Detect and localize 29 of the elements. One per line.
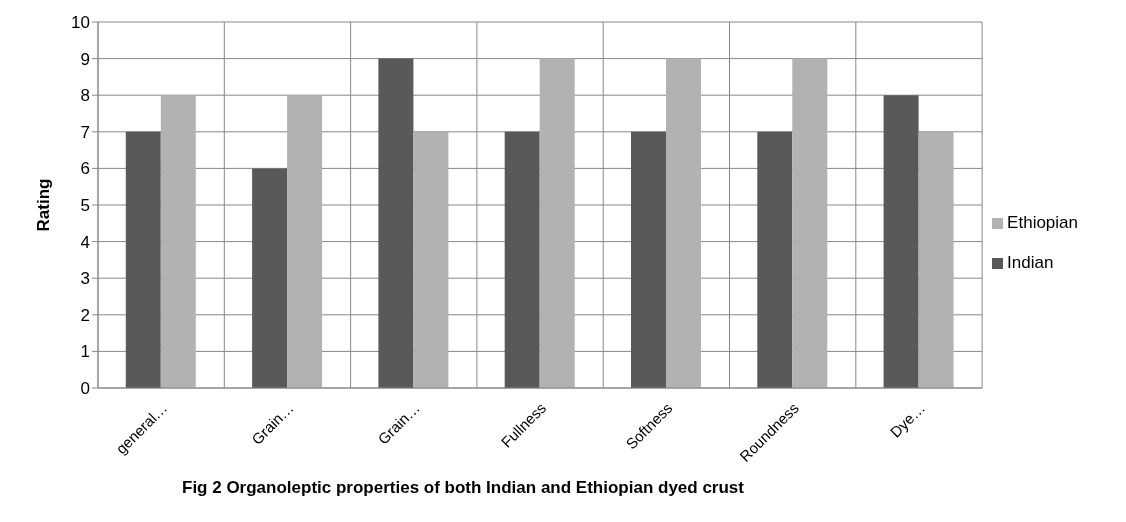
y-tick-label: 9 xyxy=(80,49,90,69)
text: Fig 2 Organoleptic properties of both Indian and Ethiopian dyed crust xyxy=(181,478,745,498)
bar xyxy=(287,95,323,388)
bar xyxy=(504,131,540,388)
bar xyxy=(160,95,196,388)
bar xyxy=(125,131,161,388)
legend-label: Ethiopian xyxy=(1007,213,1078,232)
bar xyxy=(252,168,288,388)
y-tick-label: 5 xyxy=(80,196,90,216)
y-tick-label: 7 xyxy=(80,122,90,142)
y-tick-label: 1 xyxy=(80,342,90,362)
bar xyxy=(665,58,701,388)
y-tick-label: 8 xyxy=(80,86,90,106)
y-tick-label: 10 xyxy=(71,13,90,33)
y-axis-title: Rating xyxy=(34,178,54,232)
y-tick-label: 0 xyxy=(80,379,90,399)
y-tick-label: 6 xyxy=(80,159,90,179)
bar xyxy=(883,95,919,388)
bar xyxy=(792,58,828,388)
bar xyxy=(918,131,954,388)
y-tick-label: 2 xyxy=(80,305,90,325)
bar xyxy=(539,58,575,388)
bar xyxy=(378,58,414,388)
y-tick-label: 3 xyxy=(80,269,90,289)
legend-label: Indian xyxy=(1007,253,1054,272)
bar xyxy=(757,131,793,388)
bar xyxy=(413,131,449,388)
bar xyxy=(630,131,666,388)
y-tick-label: 4 xyxy=(80,232,90,252)
